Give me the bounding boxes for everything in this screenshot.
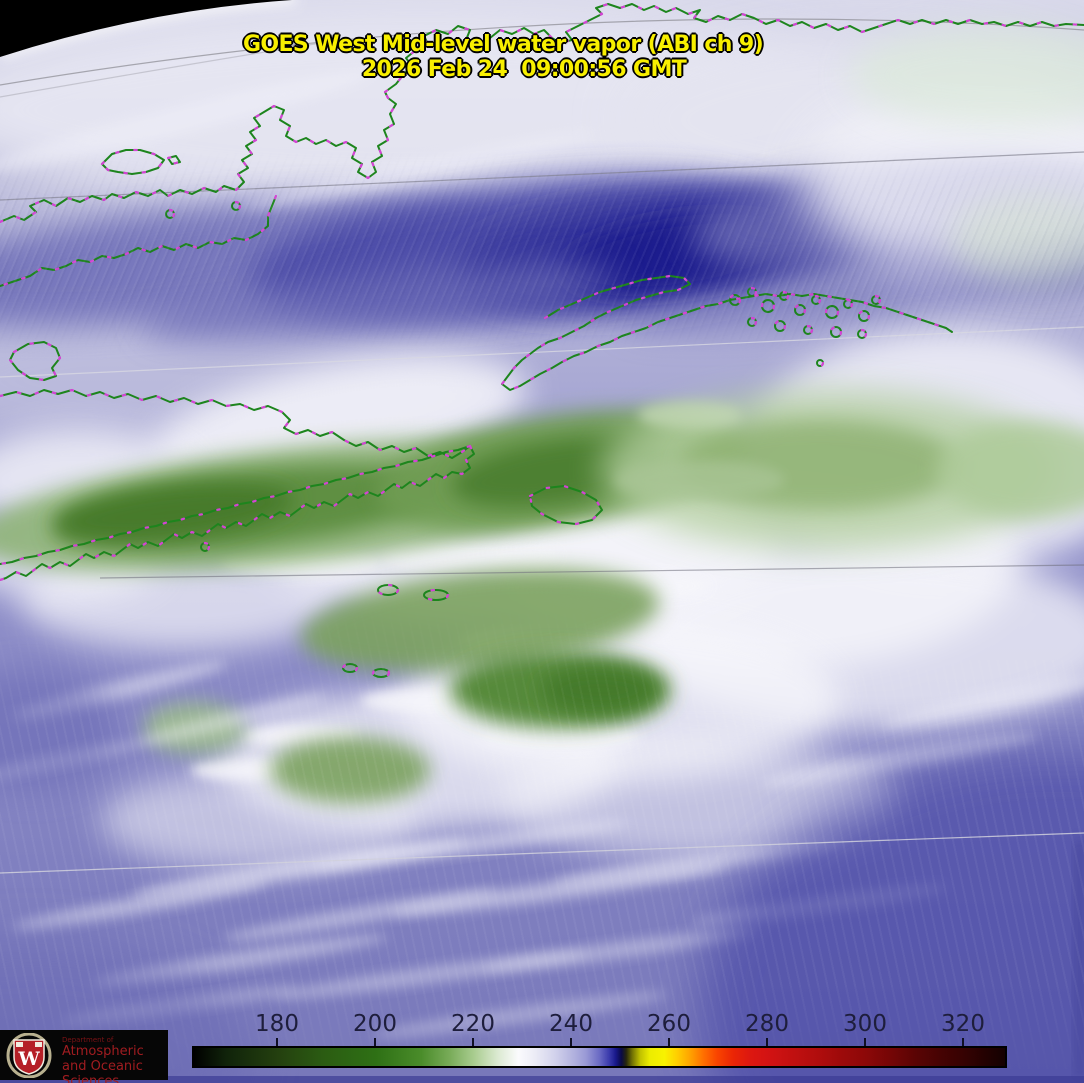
colorbar-tick-label: 300 bbox=[843, 1011, 887, 1037]
colorbar-tick bbox=[766, 1038, 768, 1046]
colorbar-tick bbox=[570, 1038, 572, 1046]
uw-aos-logo: W Department of Atmospheric and Oceanic … bbox=[0, 1030, 168, 1083]
colorbar-tick bbox=[472, 1038, 474, 1046]
logo-name-line1: Atmospheric bbox=[62, 1044, 144, 1059]
colorbar-tick bbox=[276, 1038, 278, 1046]
colorbar-tick-label: 200 bbox=[353, 1011, 397, 1037]
colorbar-tick-label: 280 bbox=[745, 1011, 789, 1037]
uw-crest-icon: W bbox=[6, 1033, 52, 1078]
title-product-line: GOES West Mid-level water vapor (ABI ch … bbox=[242, 32, 764, 57]
earth-limb bbox=[0, 0, 297, 61]
colorbar-tick-label: 180 bbox=[255, 1011, 299, 1037]
logo-department-label: Department of bbox=[62, 1036, 114, 1044]
colorbar-tick-label: 240 bbox=[549, 1011, 593, 1037]
colorbar-tick-label: 260 bbox=[647, 1011, 691, 1037]
crest-letter: W bbox=[17, 1048, 40, 1070]
colorbar-tick-label: 320 bbox=[941, 1011, 985, 1037]
colorbar-tick bbox=[864, 1038, 866, 1046]
colorbar-tick bbox=[962, 1038, 964, 1046]
graticule-lines bbox=[0, 18, 1084, 874]
colorbar-gradient bbox=[192, 1046, 1007, 1068]
colorbar-tick-label: 220 bbox=[451, 1011, 495, 1037]
colorbar-tick bbox=[374, 1038, 376, 1046]
logo-name-line2: and Oceanic Sciences bbox=[62, 1059, 143, 1083]
title-timestamp-line: 2026 Feb 24 09:00:56 GMT bbox=[361, 57, 687, 82]
colorbar-tick bbox=[668, 1038, 670, 1046]
